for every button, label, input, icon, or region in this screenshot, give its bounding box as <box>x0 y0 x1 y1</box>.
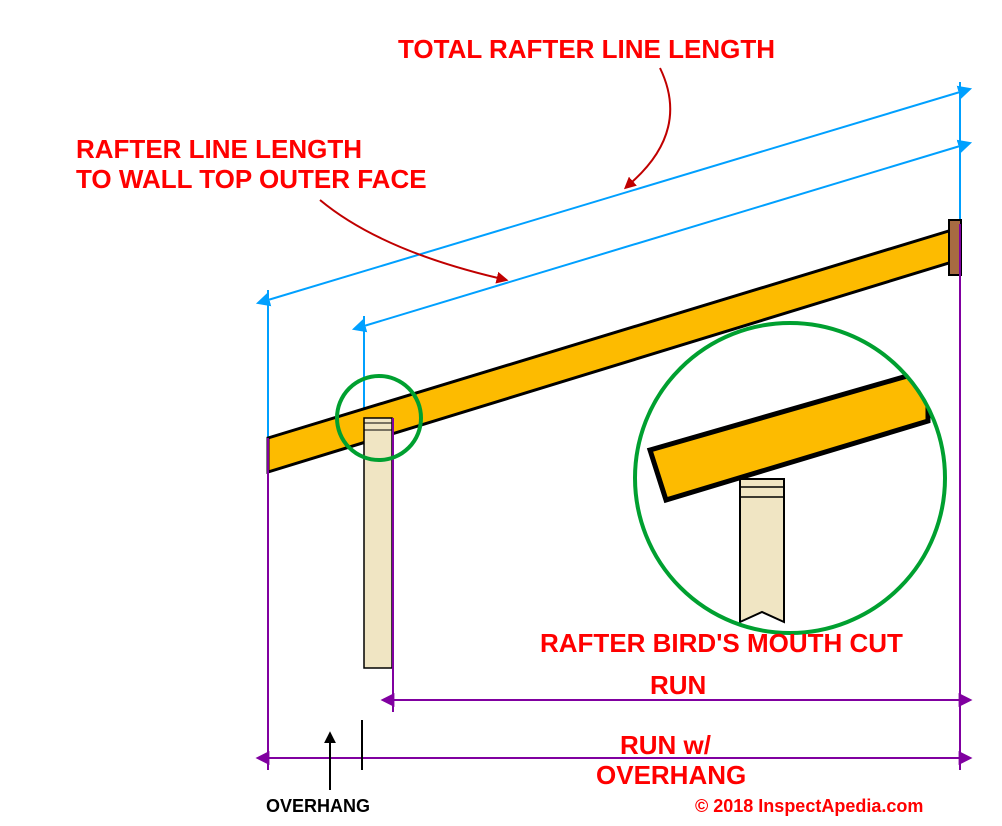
label-rafter-wall-1: RAFTER LINE LENGTH <box>76 134 362 164</box>
callout-arrow-total <box>632 68 670 182</box>
rafter-diagram: TOTAL RAFTER LINE LENGTH RAFTER LINE LEN… <box>0 0 1002 826</box>
label-birds-mouth: RAFTER BIRD'S MOUTH CUT <box>540 628 903 658</box>
label-run: RUN <box>650 670 706 700</box>
dim-rafter-to-wall <box>364 146 960 326</box>
label-overhang: OVERHANG <box>266 796 370 816</box>
label-run-overhang-2: OVERHANG <box>596 760 746 790</box>
copyright: © 2018 InspectApedia.com <box>695 796 923 816</box>
label-total-rafter: TOTAL RAFTER LINE LENGTH <box>398 34 775 64</box>
label-run-overhang-1: RUN w/ <box>620 730 711 760</box>
wall-post <box>364 418 392 668</box>
label-rafter-wall-2: TO WALL TOP OUTER FACE <box>76 164 427 194</box>
